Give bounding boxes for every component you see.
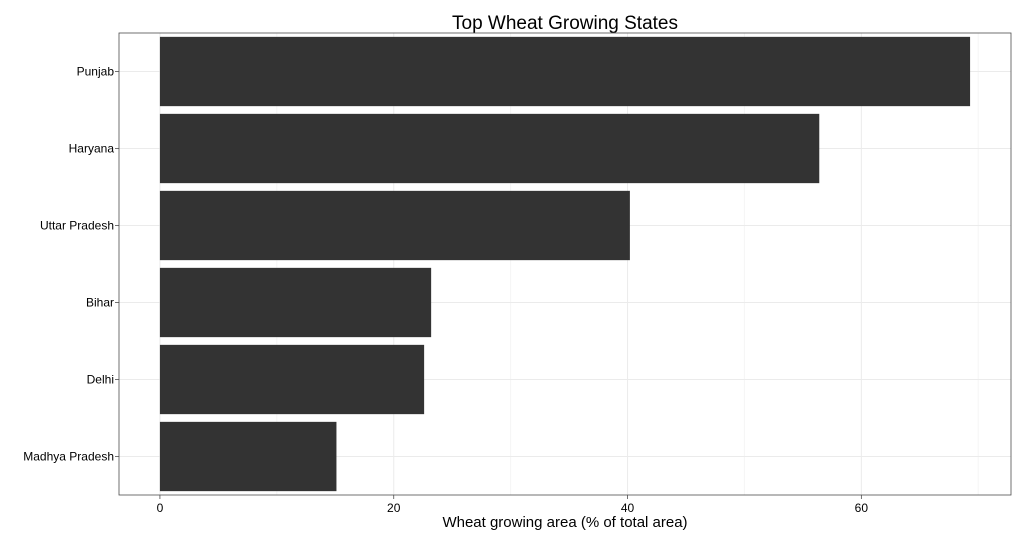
x-axis-title: Wheat growing area (% of total area): [442, 514, 687, 531]
x-tick-label: 20: [387, 501, 401, 515]
bar: [159, 267, 432, 338]
y-tick-label: Delhi: [87, 373, 114, 387]
y-tick-label: Punjab: [77, 65, 115, 79]
x-axis: 0 20 40 60: [157, 495, 869, 515]
x-tick-label: 60: [855, 501, 869, 515]
y-tick-label: Bihar: [86, 296, 114, 310]
plot-panel: [118, 32, 1012, 496]
bar: [159, 344, 425, 415]
chart-title: Top Wheat Growing States: [452, 13, 678, 34]
bar: [159, 421, 337, 492]
bars: [159, 36, 971, 492]
y-tick-label: Uttar Pradesh: [40, 219, 114, 233]
x-tick-label: 0: [157, 501, 164, 515]
y-axis: Punjab Haryana Uttar Pradesh Bihar Delhi Madh…: [23, 65, 119, 464]
bar: [159, 113, 820, 184]
y-tick-label: Haryana: [69, 142, 115, 156]
x-tick-label: 40: [621, 501, 635, 515]
bar: [159, 190, 630, 261]
bar: [159, 36, 971, 107]
y-tick-label: Madhya Pradesh: [23, 450, 114, 464]
